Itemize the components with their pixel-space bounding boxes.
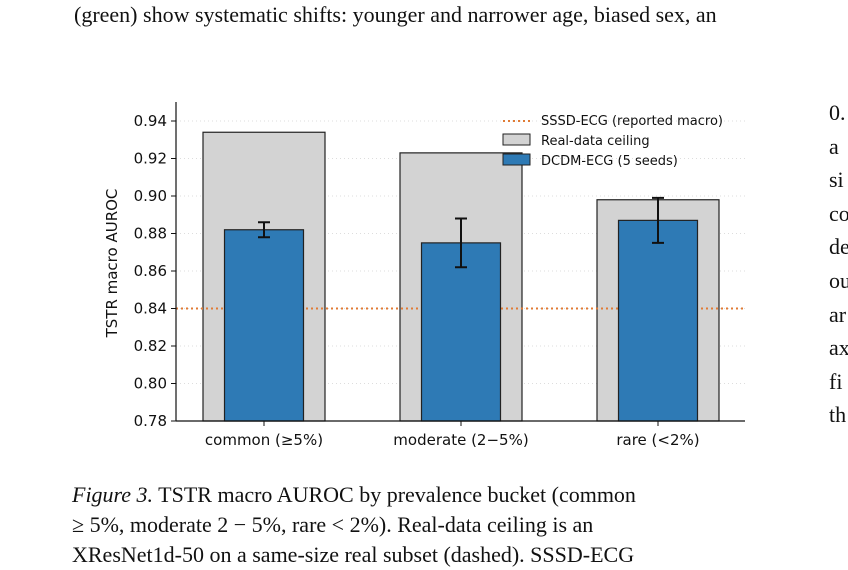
ceiling-bars <box>202 131 720 422</box>
right-col-line: de <box>829 234 848 260</box>
right-col-line: ou <box>829 267 848 293</box>
chart-legend: SSSD-ECG (reported macro) Real-data ceil… <box>502 114 723 169</box>
right-col-line: 0. <box>829 100 846 125</box>
dcdm-bar <box>617 219 699 422</box>
y-tick-label: 0.92 <box>134 150 167 168</box>
y-tick-label: 0.88 <box>134 225 167 243</box>
y-tick-label: 0.80 <box>134 375 167 393</box>
y-tick-label: 0.94 <box>134 112 167 130</box>
body-text-top-line: (green) show systematic shifts: younger … <box>74 2 717 27</box>
figure-caption: Figure 3. TSTR macro AUROC by prevalence… <box>72 480 776 570</box>
right-col-line: ax <box>829 335 848 361</box>
right-col-line: ar <box>829 301 847 327</box>
y-tick-label: 0.84 <box>134 300 167 318</box>
caption-line-1: TSTR macro AUROC by prevalence bucket (c… <box>153 482 636 507</box>
legend-ceiling-swatch <box>502 133 531 146</box>
caption-line-3: XResNet1d-50 on a same-size real subset … <box>72 542 635 567</box>
y-tick-label: 0.90 <box>134 187 167 205</box>
caption-label: Figure 3. <box>72 482 154 507</box>
y-tick-label: 0.82 <box>134 337 167 355</box>
right-col-line: si <box>829 167 844 193</box>
right-col-line: co <box>829 200 848 226</box>
y-axis-label: TSTR macro AUROC <box>103 189 121 339</box>
x-tick-label: moderate (2−5%) <box>393 431 528 449</box>
right-col-line: fi <box>829 368 843 394</box>
legend-sssd-label: SSSD-ECG (reported macro) <box>541 114 723 129</box>
error-bars <box>258 196 664 269</box>
right-column-text: 0. a si co de ou ar ax fi th <box>829 96 848 432</box>
x-tick-label: common (≥5%) <box>205 431 323 449</box>
right-col-line: a <box>829 133 839 159</box>
legend-ceiling-label: Real-data ceiling <box>541 134 650 149</box>
auroc-bar-chart: 0.78 0.80 0.82 0.84 0.86 0.88 0.90 0.92 0.94 comm… <box>103 102 745 449</box>
right-col-line: th <box>829 402 847 428</box>
x-tick-label: rare (<2%) <box>616 431 699 449</box>
y-tick-label: 0.78 <box>134 412 167 430</box>
legend-dcdm-label: DCDM-ECG (5 seeds) <box>541 154 678 169</box>
dcdm-bar <box>420 242 502 422</box>
axes: 0.78 0.80 0.82 0.84 0.86 0.88 0.90 0.92 0.94 comm… <box>134 102 745 449</box>
y-tick-label: 0.86 <box>134 262 167 280</box>
caption-line-2: ≥ 5%, moderate 2 − 5%, rare < 2%). Real-… <box>72 512 594 537</box>
dcdm-bar <box>223 229 305 422</box>
legend-dcdm-swatch <box>502 153 531 166</box>
